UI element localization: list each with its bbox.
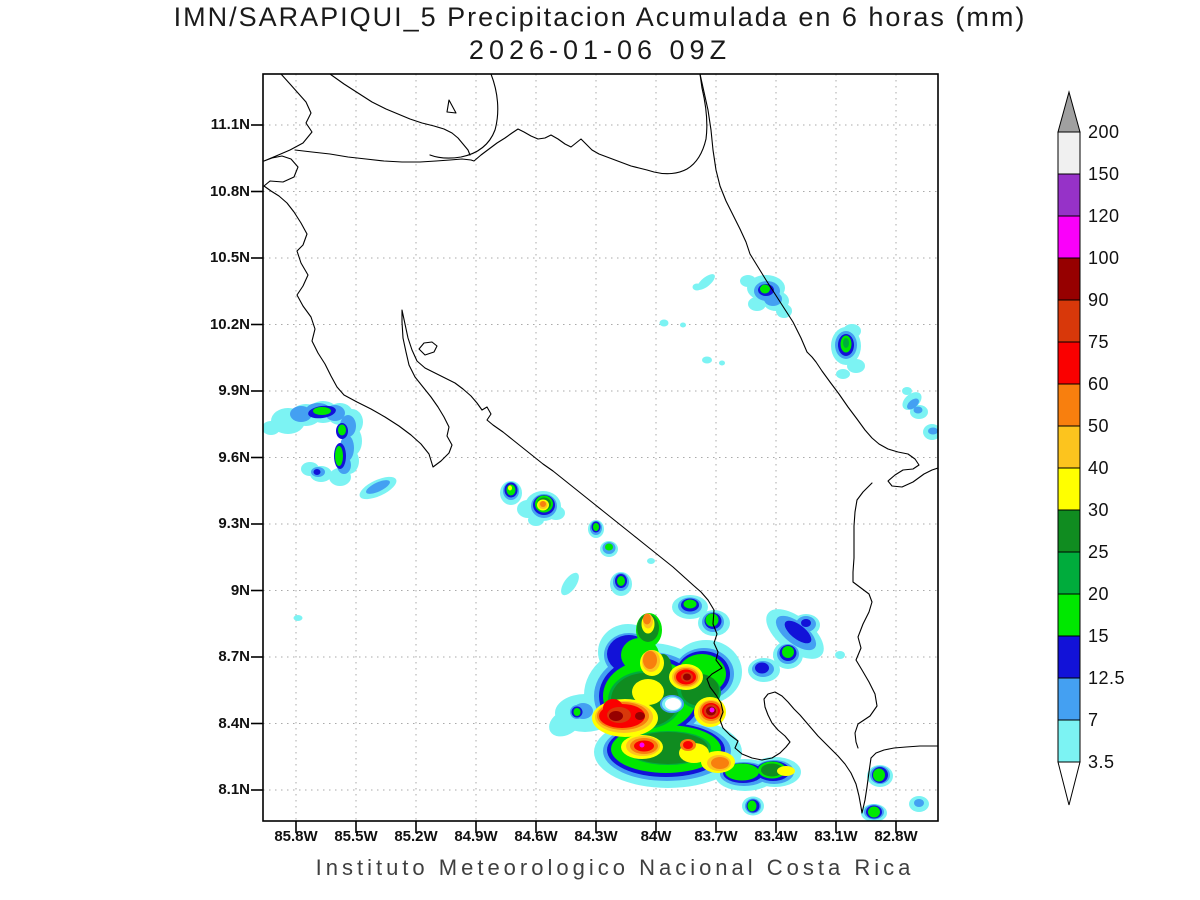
coast-caribbean xyxy=(699,74,938,488)
x-axis-label: 85.8W xyxy=(274,828,318,845)
y-axis-label: 8.7N xyxy=(218,648,250,665)
colorbar-boundary-label: 100 xyxy=(1088,248,1120,268)
colorbar-cell xyxy=(1057,635,1081,679)
colorbar-boundary-label: 30 xyxy=(1088,500,1109,520)
shade-level-cyan xyxy=(263,274,938,821)
colorbar-boundary-label: 3.5 xyxy=(1088,752,1115,772)
y-axis-label: 10.2N xyxy=(209,315,250,333)
y-axis-label: 8.1N xyxy=(218,781,250,798)
map-frame xyxy=(262,73,939,822)
colorbar-cell xyxy=(1057,551,1081,595)
shade-hole xyxy=(660,695,684,713)
colorbar: 200 150 120 100 90 75 60 50 40 30 25 20 15 12.5 7 3.5 xyxy=(1057,90,1125,806)
colorbar-cells xyxy=(1057,131,1081,763)
y-axis-label: 11.1N xyxy=(210,116,250,133)
colorbar-cell xyxy=(1057,173,1081,217)
x-axis-label: 83.7W xyxy=(694,828,738,845)
colorbar-arrow-top xyxy=(1057,90,1081,133)
coast-lake-shore xyxy=(329,74,471,156)
colorbar-cell xyxy=(1057,299,1081,343)
y-axis-label: 9.3N xyxy=(218,515,250,532)
colorbar-boundary-label: 40 xyxy=(1088,458,1109,478)
island-triangle xyxy=(446,99,457,114)
x-axis-label: 84.3W xyxy=(574,828,618,845)
colorbar-boundary-label: 15 xyxy=(1088,626,1109,646)
title-line-2: 2026-01-06 09Z xyxy=(468,35,732,65)
colorbar-boundary-label: 50 xyxy=(1088,416,1109,436)
shade-level-darkblue xyxy=(308,284,888,819)
colorbar-cell xyxy=(1057,341,1081,385)
x-axis-label: 84.9W xyxy=(454,828,498,845)
coast-pacific xyxy=(263,74,938,814)
colorbar-cell xyxy=(1057,131,1081,175)
colorbar-labels: 200 150 120 100 90 75 60 50 40 30 25 20 15 12.5 7 3.5 xyxy=(1088,122,1125,772)
x-axis-label: 84.6W xyxy=(514,828,558,845)
x-axis-label: 83.1W xyxy=(814,828,858,845)
y-axis-label: 9.9N xyxy=(218,382,250,399)
border-nicaragua xyxy=(294,74,708,175)
border-panama xyxy=(852,482,878,749)
y-axis-label: 9N xyxy=(230,581,250,599)
y-axis-label: 10.5N xyxy=(209,249,250,266)
colorbar-boundary-label: 120 xyxy=(1088,206,1120,226)
title-line-1: IMN/SARAPIQUI_5 Precipitacion Acumulada … xyxy=(173,2,1027,32)
colorbar-boundary-label: 75 xyxy=(1088,332,1109,352)
x-axis-label: 85.5W xyxy=(334,828,378,845)
colorbar-boundary-label: 150 xyxy=(1088,164,1120,184)
x-axis-label: 83.4W xyxy=(754,828,798,845)
colorbar-cell xyxy=(1057,593,1081,637)
colorbar-cell xyxy=(1057,257,1081,301)
x-axis-label: 85.2W xyxy=(394,828,438,845)
coastline xyxy=(263,74,938,814)
y-axis-label: 10.8N xyxy=(209,182,250,200)
colorbar-cell xyxy=(1057,425,1081,469)
axis-ticks xyxy=(251,124,897,833)
colorbar-boundary-label: 90 xyxy=(1088,290,1109,310)
lake-arenal xyxy=(418,341,438,356)
x-axis-label: 82.8W xyxy=(874,828,918,845)
colorbar-cell xyxy=(1057,677,1081,721)
colorbar-boundary-label: 7 xyxy=(1088,710,1099,730)
shade-level-magenta xyxy=(639,707,715,748)
y-axis-label: 9.6N xyxy=(218,448,250,466)
colorbar-boundary-label: 60 xyxy=(1088,374,1109,394)
figure-title: IMN/SARAPIQUI_5 Precipitacion Acumulada … xyxy=(0,2,1200,66)
x-axis-label: 84W xyxy=(640,828,672,845)
colorbar-cell xyxy=(1057,509,1081,553)
precip-shading xyxy=(263,274,938,821)
colorbar-cell xyxy=(1057,467,1081,511)
colorbar-cell xyxy=(1057,719,1081,763)
shade-level-green xyxy=(313,284,885,818)
colorbar-cell xyxy=(1057,383,1081,427)
colorbar-boundary-label: 25 xyxy=(1088,542,1109,562)
shade-level-darkred xyxy=(607,672,718,723)
y-axis-label: 8.4N xyxy=(218,714,250,732)
colorbar-arrow-bottom xyxy=(1057,761,1081,806)
colorbar-boundary-label: 20 xyxy=(1088,584,1109,604)
coast-lake-east xyxy=(429,74,499,159)
colorbar-boundary-label: 12.5 xyxy=(1088,668,1125,688)
colorbar-cell xyxy=(1057,215,1081,259)
colorbar-boundary-label: 200 xyxy=(1088,122,1120,142)
figure-footer: Instituto Meteorologico Nacional Costa R… xyxy=(315,855,915,880)
